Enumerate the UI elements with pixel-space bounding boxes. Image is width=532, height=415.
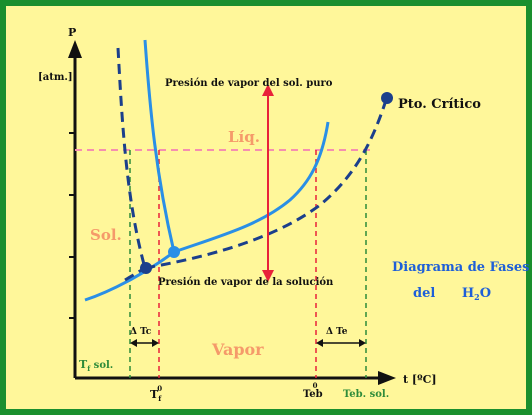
tick-tf-sol: Tf sol. bbox=[79, 358, 113, 373]
delta-te-arrow-left-icon bbox=[316, 339, 323, 347]
vaporization-curve-pure bbox=[173, 121, 330, 254]
fusion-curve-pure bbox=[143, 39, 176, 253]
delta-tc-label: Δ Tc bbox=[130, 327, 152, 337]
sublimation-curve bbox=[84, 250, 175, 302]
vaporization-curve-solution bbox=[144, 99, 388, 270]
title-formula-h: H bbox=[462, 286, 474, 301]
tick-teb-sol: Teb. sol. bbox=[343, 389, 389, 400]
title-formula-sub: 2 bbox=[474, 292, 480, 302]
critical-point bbox=[381, 92, 393, 104]
triple-point-pure bbox=[168, 246, 180, 258]
axis-p-unit: [atm.] bbox=[38, 72, 73, 83]
axis-p-label: P bbox=[68, 26, 76, 39]
delta-tc-arrow-left-icon bbox=[130, 339, 137, 347]
axis-t-label: t [ºC] bbox=[403, 373, 437, 386]
tick-tf0: Tf0 bbox=[150, 384, 162, 403]
delta-te-label: Δ Te bbox=[326, 327, 348, 337]
delta-tc-arrow-right-icon bbox=[152, 339, 159, 347]
pressure-drop-arrow-up-icon bbox=[262, 84, 274, 96]
fusion-curve-solution bbox=[116, 47, 147, 269]
y-axis-arrow-icon bbox=[68, 40, 82, 58]
label-pure-pressure: Presión de vapor del sol. puro bbox=[165, 78, 333, 89]
label-solution-pressure: Presión de vapor de la solución bbox=[158, 277, 334, 288]
y-ticks bbox=[69, 132, 75, 319]
title-formula-o: O bbox=[480, 286, 491, 301]
x-axis-arrow-icon bbox=[378, 371, 396, 385]
region-vapor: Vapor bbox=[211, 340, 264, 359]
delta-te-arrow-right-icon bbox=[359, 339, 366, 347]
triple-point-solution bbox=[140, 262, 152, 274]
tick-teb0: Teb0 bbox=[303, 381, 323, 400]
title-line2: del H2O bbox=[413, 286, 491, 302]
title-del: del bbox=[413, 286, 435, 301]
region-solid: Sol. bbox=[90, 226, 122, 244]
label-critical-point: Pto. Crítico bbox=[398, 97, 481, 112]
title-line1: Diagrama de Fases bbox=[392, 260, 529, 275]
region-liquid: Líq. bbox=[228, 128, 260, 146]
pressure-drop-arrow-down-icon bbox=[262, 270, 274, 282]
